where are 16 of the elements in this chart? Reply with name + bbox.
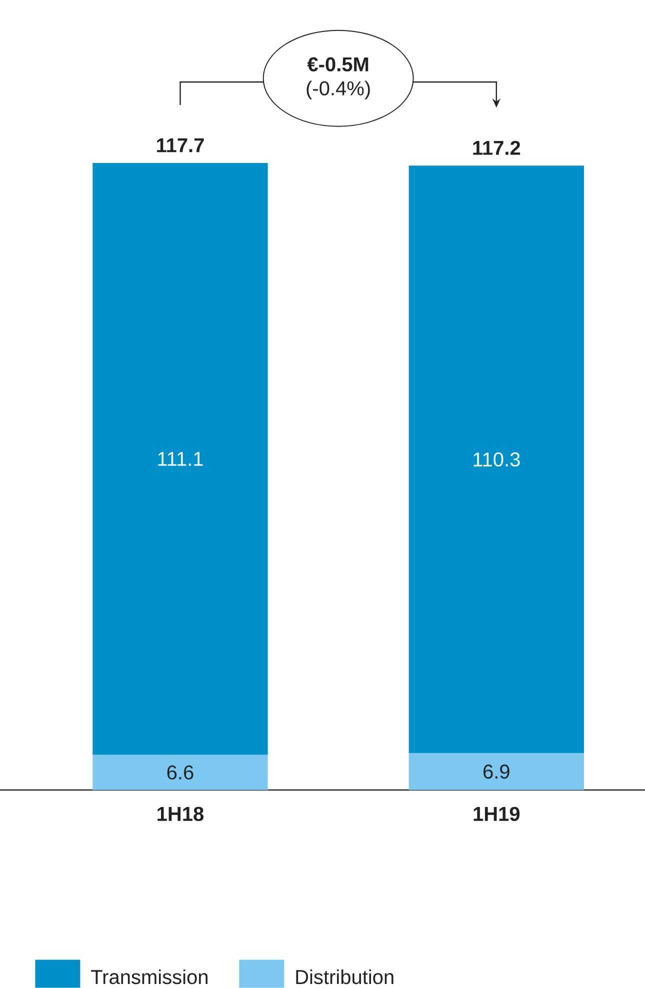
data-label: 6.6 [167,765,194,780]
x-tick-label: 1H19 [474,806,520,822]
x-tick-label: 1H18 [158,806,204,822]
total-label: 117.2 [473,140,520,155]
bar [92,754,268,790]
bar [408,753,584,790]
bar [92,162,268,755]
legend-label: Transmission [91,969,208,984]
bar [408,166,584,754]
data-label: 111.1 [158,452,203,466]
data-label: 6.9 [484,764,510,779]
text: €-0.5M [307,57,368,72]
total-label: 117.7 [157,138,204,152]
text: (-0.4%) [306,80,370,100]
legend-label: Distribution [296,969,394,984]
data-label: 110.3 [474,452,520,467]
